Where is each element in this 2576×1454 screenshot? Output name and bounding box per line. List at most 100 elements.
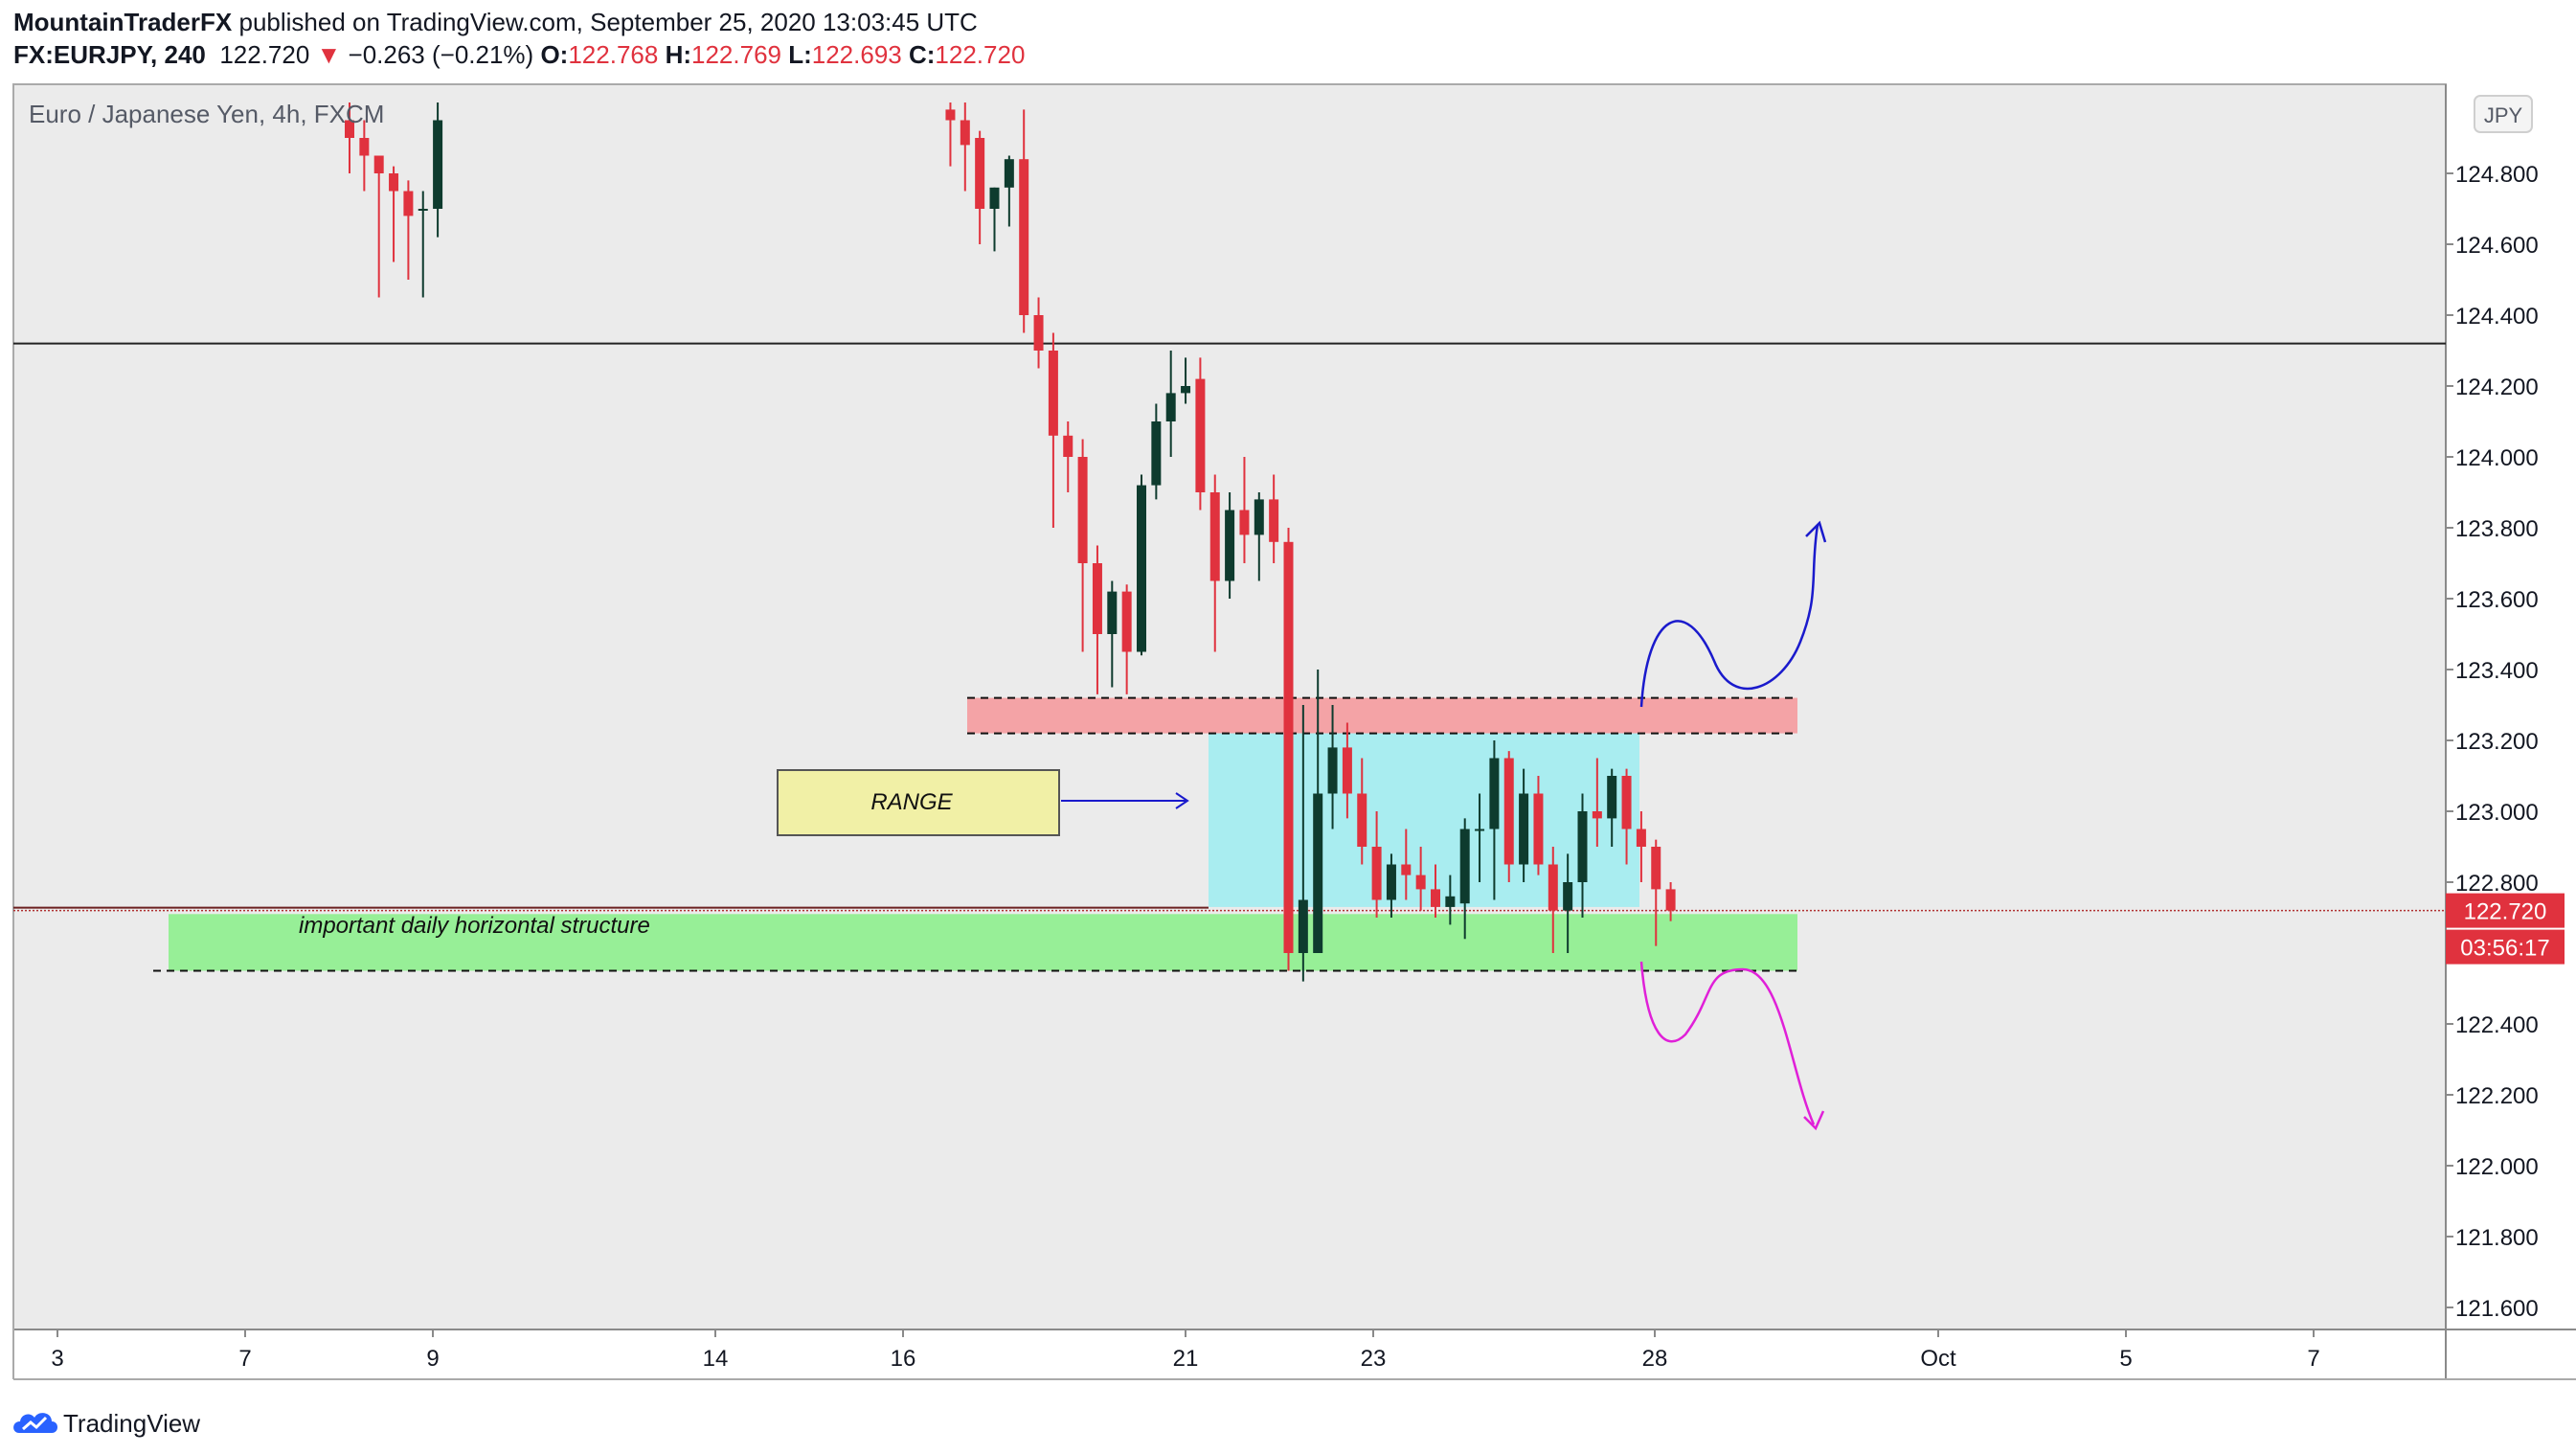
candle-body-up <box>1165 393 1176 421</box>
candle-body-down <box>1269 499 1279 542</box>
candle[interactable] <box>1533 776 1544 875</box>
candle[interactable] <box>1269 474 1279 564</box>
candle[interactable] <box>1636 811 1646 882</box>
candle[interactable] <box>1107 580 1118 688</box>
candle[interactable] <box>345 102 354 173</box>
candle-body-down <box>1401 864 1412 875</box>
candle-body-up <box>1459 829 1470 904</box>
candle[interactable] <box>1621 768 1632 865</box>
candle[interactable] <box>1137 474 1146 656</box>
candle-body-up <box>1137 485 1146 652</box>
candle[interactable] <box>1459 818 1470 940</box>
candle[interactable] <box>1415 847 1426 911</box>
candle[interactable] <box>1548 847 1558 953</box>
candle-body-down <box>1209 492 1220 581</box>
bullish-scenario-path[interactable] <box>1639 524 1819 708</box>
candle[interactable] <box>1254 492 1264 581</box>
y-tick-label: 124.000 <box>2455 445 2539 471</box>
author-name[interactable]: MountainTraderFX <box>13 8 233 36</box>
candle[interactable] <box>1121 584 1132 694</box>
countdown-label: 03:56:17 <box>2460 936 2549 962</box>
currency-button[interactable] <box>2474 95 2533 133</box>
symbol-label[interactable]: FX:EURJPY, 240 <box>13 40 206 69</box>
candle[interactable] <box>1063 421 1073 492</box>
chart-header: MountainTraderFX published on TradingVie… <box>0 0 2576 80</box>
candle-body-down <box>960 120 970 146</box>
candle[interactable] <box>1386 853 1396 918</box>
candle[interactable] <box>945 102 956 167</box>
candle[interactable] <box>1298 705 1308 982</box>
candle[interactable] <box>1592 758 1602 848</box>
candle-body-down <box>373 155 384 173</box>
range-label-box[interactable] <box>777 769 1060 836</box>
candle-body-down <box>1665 889 1676 911</box>
x-tick-label: Oct <box>1920 1346 1956 1372</box>
x-tick-label: 16 <box>891 1346 916 1372</box>
candle[interactable] <box>1225 492 1235 599</box>
candle[interactable] <box>403 180 414 280</box>
tradingview-footer[interactable]: TradingView <box>10 1404 200 1443</box>
open-label: O: <box>540 40 569 69</box>
candle[interactable] <box>1489 740 1500 900</box>
candle[interactable] <box>418 191 428 298</box>
candle[interactable] <box>1239 457 1250 563</box>
bearish-scenario-path[interactable] <box>1639 961 1816 1125</box>
candle[interactable] <box>1371 811 1382 918</box>
publish-info: published on TradingView.com, September … <box>238 8 978 36</box>
candle[interactable] <box>1665 882 1676 921</box>
candle[interactable] <box>1195 357 1206 511</box>
candle[interactable] <box>1475 793 1485 883</box>
candle[interactable] <box>1209 474 1220 652</box>
candle[interactable] <box>1048 332 1058 529</box>
y-tick-label: 124.600 <box>2455 233 2539 259</box>
candle[interactable] <box>1151 403 1162 500</box>
candle-body-up <box>1386 864 1396 900</box>
candle[interactable] <box>389 166 399 262</box>
last-price: 122.720 <box>219 40 310 69</box>
candle[interactable] <box>433 102 443 238</box>
candle[interactable] <box>1503 751 1514 882</box>
candle[interactable] <box>359 120 370 192</box>
x-tick-label: 23 <box>1361 1346 1387 1372</box>
candle[interactable] <box>1283 528 1294 971</box>
candle-body-down <box>1077 457 1088 563</box>
candle[interactable] <box>989 187 1000 252</box>
candle-body-down <box>1371 847 1382 900</box>
candle[interactable] <box>1181 357 1191 404</box>
resistance-zone[interactable] <box>967 697 1797 734</box>
candle[interactable] <box>1607 768 1617 847</box>
y-tick-label: 123.600 <box>2455 587 2539 613</box>
x-tick-label: 28 <box>1642 1346 1668 1372</box>
candle-body-down <box>1636 829 1646 847</box>
candle[interactable] <box>1004 155 1014 227</box>
candle[interactable] <box>1092 545 1102 694</box>
candle[interactable] <box>1519 768 1529 882</box>
candle[interactable] <box>975 130 985 244</box>
support-zone[interactable] <box>169 914 1797 971</box>
candle-body-down <box>1621 776 1632 829</box>
candle[interactable] <box>1563 853 1573 953</box>
candle-body-up <box>1298 899 1308 953</box>
symbol-line: FX:EURJPY, 240 122.720 ▼ −0.263 (−0.21%)… <box>13 38 1025 71</box>
candle[interactable] <box>1327 705 1338 829</box>
candle[interactable] <box>1401 829 1412 900</box>
candle[interactable] <box>1019 109 1029 333</box>
candle[interactable] <box>1033 297 1044 369</box>
candle[interactable] <box>1577 793 1588 919</box>
low-value: 122.693 <box>811 40 902 69</box>
y-tick-label: 122.000 <box>2455 1154 2539 1180</box>
candle[interactable] <box>373 155 384 298</box>
candle[interactable] <box>1077 439 1088 652</box>
candle[interactable] <box>1651 839 1661 946</box>
candle-body-down <box>359 138 370 156</box>
candle[interactable] <box>1357 758 1367 865</box>
candle[interactable] <box>1165 351 1176 457</box>
candle[interactable] <box>1431 864 1440 919</box>
candle[interactable] <box>960 102 970 192</box>
candle[interactable] <box>1445 875 1456 925</box>
high-label: H: <box>665 40 691 69</box>
candle[interactable] <box>1342 722 1352 819</box>
candle-body-up <box>1107 591 1118 634</box>
candle[interactable] <box>1313 670 1323 953</box>
